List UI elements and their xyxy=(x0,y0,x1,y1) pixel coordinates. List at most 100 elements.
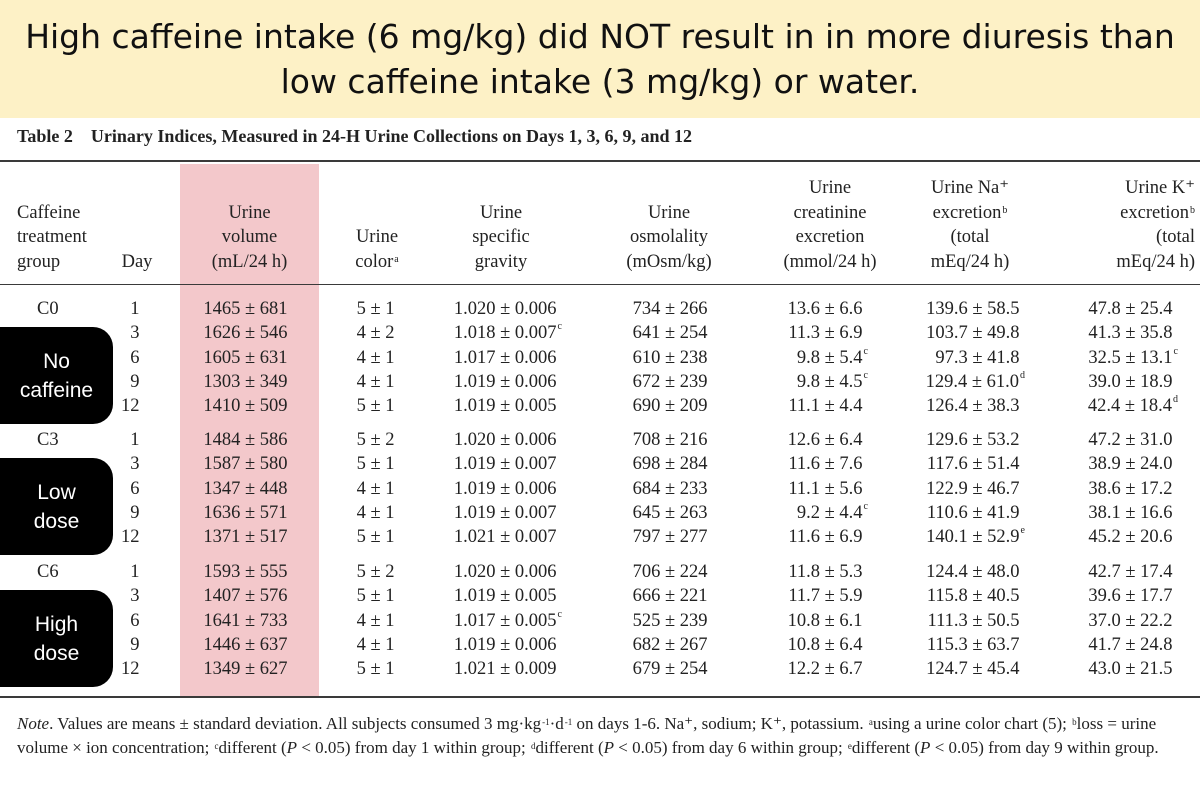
note-sup: a xyxy=(868,717,873,727)
cell-color: 5 ± 1c xyxy=(356,659,395,680)
cell-na: 124.7 ± 45.4c xyxy=(926,659,1020,680)
note-text: ·d xyxy=(549,714,564,733)
cell-creat: 10.8 ± 6.4c xyxy=(787,634,863,655)
cell-na: 140.1 ± 52.9e xyxy=(926,525,1025,548)
cell-volume: 1303 ± 349c xyxy=(203,371,288,392)
cell-sg: 1.019 ± 0.006c xyxy=(453,371,557,392)
cell-na: 115.3 ± 63.7c xyxy=(926,634,1020,655)
cell-na: 122.9 ± 46.7c xyxy=(926,478,1020,499)
footnote-mark: b xyxy=(1002,204,1008,216)
cell-day: 3c xyxy=(130,454,140,475)
cell-na: 129.4 ± 61.0d xyxy=(925,369,1025,392)
cell-sg: 1.020 ± 0.006c xyxy=(453,562,557,582)
cell-osm: 684 ± 233c xyxy=(632,478,708,499)
header-sg: Urine specific gravity xyxy=(432,201,570,275)
cell-volume: 1626 ± 546c xyxy=(203,323,288,344)
cell-volume: 1593 ± 555c xyxy=(203,562,288,582)
cell-day: 9c xyxy=(130,371,140,392)
cell-volume: 1349 ± 627c xyxy=(203,659,288,680)
header-creat-line: (mmol/24 h) xyxy=(783,251,877,272)
header-group-line: treatment xyxy=(17,227,87,247)
cell-k: 37.0 ± 22.2c xyxy=(1088,610,1173,631)
header-color: Urine colora xyxy=(330,225,424,274)
cell-color: 4 ± 1c xyxy=(356,502,395,523)
group-badge-line: No xyxy=(43,349,70,373)
table-note: Note. Values are means ± standard deviat… xyxy=(17,712,1187,760)
header-volume-line: volume xyxy=(221,227,278,247)
cell-color: 4 ± 2c xyxy=(356,323,395,344)
cell-na: 97.3 ± 41.8c xyxy=(935,347,1020,368)
note-text: loss = urine volume × ion concentration; xyxy=(17,714,1157,757)
note-sup: -1 xyxy=(564,717,573,727)
cell-volume: 1587 ± 580c xyxy=(203,454,288,475)
cell-creat: 9.2 ± 4.4c xyxy=(796,500,868,523)
cell-k: 42.4 ± 18.4d xyxy=(1087,394,1178,417)
cell-osm: 797 ± 277c xyxy=(632,527,708,548)
cell-day: 12c xyxy=(121,396,140,417)
group-badge-line: dose xyxy=(33,641,80,665)
cell-k: 41.7 ± 24.8c xyxy=(1088,634,1173,655)
header-creat-line: creatinine xyxy=(793,202,867,223)
headline-line-2: low caffeine intake (3 mg/kg) or water. xyxy=(280,62,920,101)
cell-sg: 1.019 ± 0.005c xyxy=(453,586,557,607)
header-group-line: group xyxy=(17,251,61,272)
cell-color: 5 ± 1c xyxy=(356,586,395,607)
note-text: P xyxy=(286,738,298,757)
cell-osm: 641 ± 254c xyxy=(632,323,708,344)
table-caption: Table 2 Urinary Indices, Measured in 24-H… xyxy=(17,126,692,147)
cell-sg: 1.019 ± 0.007c xyxy=(453,454,557,475)
header-group-line: Caffeine xyxy=(17,202,81,223)
cell-creat: 12.2 ± 6.7c xyxy=(787,659,863,680)
cell-osm: 690 ± 209c xyxy=(632,396,708,417)
headline: High caffeine intake (6 mg/kg) did NOT r… xyxy=(0,14,1200,104)
note-text: P xyxy=(603,738,614,757)
header-na: Urine Na⁺ excretionb (total mEq/24 h) xyxy=(900,176,1040,274)
note-text: Note xyxy=(17,714,50,733)
cell-osm: 672 ± 239c xyxy=(632,371,708,392)
cell-day: 9c xyxy=(130,502,140,523)
cell-color: 5 ± 1c xyxy=(356,396,395,417)
cell-color: 4 ± 1c xyxy=(356,347,395,368)
footnote-mark: c xyxy=(1173,345,1178,357)
cell-day: 6c xyxy=(130,478,140,499)
cell-color: 5 ± 1c xyxy=(356,527,395,548)
header-k-line: (total xyxy=(1155,227,1195,247)
cell-volume: 1465 ± 681c xyxy=(203,299,288,319)
cell-day: 9c xyxy=(130,634,140,655)
header-group: Caffeine treatment group xyxy=(17,201,127,275)
note-text: different ( xyxy=(218,738,287,757)
cell-na: 115.8 ± 40.5c xyxy=(926,586,1020,607)
cell-k: 39.6 ± 17.7c xyxy=(1088,586,1173,607)
note-sup: d xyxy=(530,741,536,751)
footnote-mark: a xyxy=(394,253,399,265)
headline-banner: High caffeine intake (6 mg/kg) did NOT r… xyxy=(0,0,1200,118)
cell-osm: 682 ± 267c xyxy=(632,634,708,655)
cell-volume: 1347 ± 448c xyxy=(203,478,288,499)
cell-color: 4 ± 1c xyxy=(356,371,395,392)
footnote-mark: c xyxy=(863,500,868,512)
cell-osm: 708 ± 216c xyxy=(632,430,708,450)
cell-day: 3c xyxy=(130,323,140,344)
top-rule xyxy=(0,160,1200,162)
header-k-line: excretionb xyxy=(1120,202,1195,223)
group-badge-line: High xyxy=(34,612,79,636)
header-creat: Urine creatinine excretion (mmol/24 h) xyxy=(760,176,900,274)
footnote-mark: d xyxy=(1020,369,1025,381)
header-volume: Urine volume (mL/24 h) xyxy=(180,201,319,275)
cell-sg: 1.019 ± 0.007c xyxy=(453,502,557,523)
cell-na: 111.3 ± 50.5c xyxy=(927,610,1020,631)
group-badge-line: dose xyxy=(33,509,80,533)
cell-na: 117.6 ± 51.4c xyxy=(926,454,1020,475)
cell-k: 32.5 ± 13.1c xyxy=(1088,345,1178,368)
cell-volume: 1641 ± 733c xyxy=(203,610,288,631)
header-color-line: Urine xyxy=(355,227,399,247)
cell-color: 4 ± 1c xyxy=(356,478,395,499)
cell-sg: 1.021 ± 0.007c xyxy=(453,527,557,548)
cell-volume: 1605 ± 631c xyxy=(203,347,288,368)
cell-k: 38.6 ± 17.2c xyxy=(1088,478,1173,499)
header-osm-line: (mOsm/kg) xyxy=(626,251,712,272)
cell-creat: 11.3 ± 6.9c xyxy=(788,323,863,344)
header-volume-line: (mL/24 h) xyxy=(211,251,288,272)
cell-day: 6c xyxy=(130,347,140,368)
cell-color: 5 ± 2c xyxy=(356,562,395,582)
